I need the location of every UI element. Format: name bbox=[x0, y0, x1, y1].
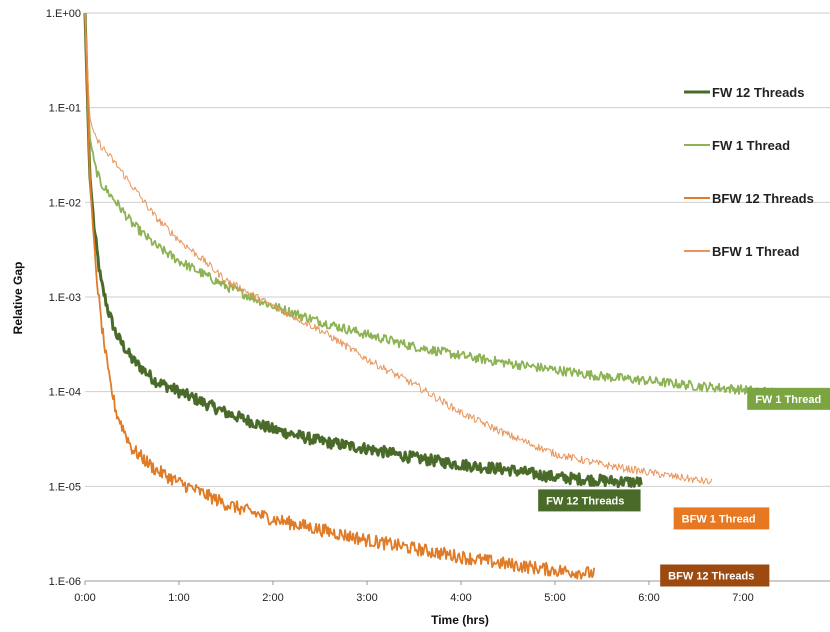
x-tick-label: 7:00 bbox=[732, 592, 753, 604]
x-tick-label: 4:00 bbox=[450, 592, 471, 604]
y-axis-title: Relative Gap bbox=[11, 262, 25, 335]
series-line-bfw-1-thread bbox=[84, 12, 713, 485]
x-tick-label: 6:00 bbox=[638, 592, 659, 604]
y-tick-label: 1.E-03 bbox=[49, 292, 81, 304]
y-axis-ticks: 1.E+00 1.E-01 1.E-02 1.E-03 1.E-04 1.E-05 1.E-… bbox=[46, 8, 81, 588]
legend-label: FW 1 Thread bbox=[712, 138, 790, 153]
y-tick-label: 1.E-01 bbox=[49, 103, 81, 115]
series-lines bbox=[83, 12, 830, 580]
y-tick-label: 1.E-04 bbox=[49, 387, 81, 399]
end-tag-box bbox=[538, 489, 641, 512]
end-tag: BFW 1 Thread bbox=[673, 507, 770, 530]
end-tag-label: BFW 1 Thread bbox=[682, 513, 756, 525]
legend-label: BFW 12 Threads bbox=[712, 191, 814, 206]
end-tag-box bbox=[673, 507, 770, 530]
legend: FW 12 Threads FW 1 Thread BFW 12 Threads BF… bbox=[684, 85, 814, 259]
x-tick-label: 0:00 bbox=[74, 592, 95, 604]
end-tag-label: FW 1 Thread bbox=[755, 394, 821, 406]
y-tick-label: 1.E-05 bbox=[49, 481, 81, 493]
legend-label: BFW 1 Thread bbox=[712, 244, 799, 259]
end-tag: FW 1 Thread bbox=[747, 387, 830, 410]
y-tick-label: 1.E+00 bbox=[46, 8, 81, 20]
end-tag-box bbox=[660, 564, 770, 587]
y-tick-label: 1.E-02 bbox=[49, 197, 81, 209]
y-tick-label: 1.E-06 bbox=[49, 576, 81, 588]
series-line-fw-12-threads bbox=[83, 12, 643, 489]
end-tag: FW 12 Threads bbox=[538, 489, 641, 512]
x-tick-label: 1:00 bbox=[168, 592, 189, 604]
x-tick-label: 3:00 bbox=[356, 592, 377, 604]
series-end-tags: FW 1 Thread FW 12 Threads BFW 1 Thread BFW … bbox=[538, 387, 830, 587]
end-tag-box bbox=[747, 387, 830, 410]
end-tag-label: FW 12 Threads bbox=[546, 495, 624, 507]
x-tick-label: 2:00 bbox=[262, 592, 283, 604]
legend-label: FW 12 Threads bbox=[712, 85, 804, 100]
end-tag: BFW 12 Threads bbox=[660, 564, 770, 587]
gridlines bbox=[85, 12, 830, 582]
series-line-fw-1-thread bbox=[84, 12, 830, 405]
series-line-bfw-12-threads bbox=[84, 12, 596, 580]
end-tag-label: BFW 12 Threads bbox=[668, 571, 754, 583]
x-axis-ticks: 0:00 1:00 2:00 3:00 4:00 5:00 6:00 7:00 bbox=[74, 581, 754, 604]
x-axis-title: Time (hrs) bbox=[431, 613, 489, 627]
x-tick-label: 5:00 bbox=[544, 592, 565, 604]
